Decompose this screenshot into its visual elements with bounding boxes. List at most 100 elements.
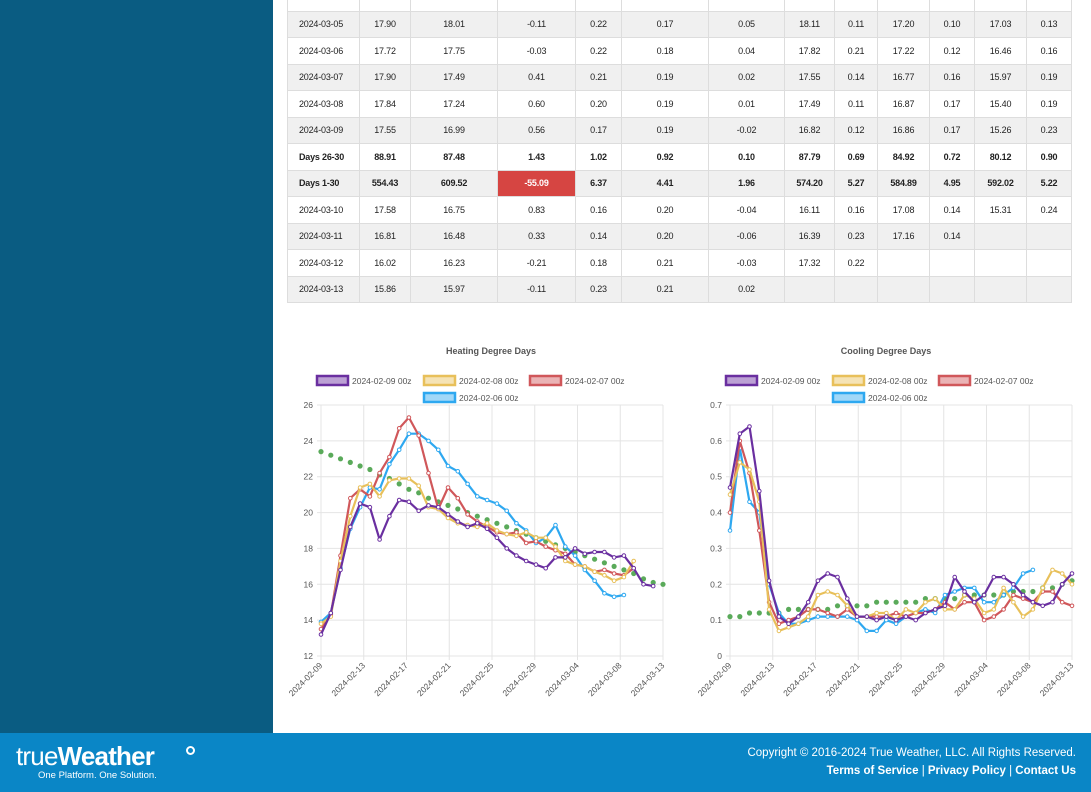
table-row: 2024-03-06 17.72 17.75 -0.03 0.22 0.18 0.04 17.… <box>287 37 1072 65</box>
data-point <box>455 495 461 501</box>
data-point <box>445 463 451 469</box>
value-cell: 17.03 <box>974 10 1027 38</box>
data-point <box>367 481 373 487</box>
data-point <box>436 447 441 453</box>
row-label-cell: 2024-03-12 <box>287 249 360 277</box>
value-cell: 0.05 <box>708 10 785 38</box>
y-tick-label: 22 <box>304 472 314 482</box>
data-point <box>854 614 860 619</box>
data-point <box>650 579 656 586</box>
x-tick-label: 2024-03-08 <box>995 660 1033 698</box>
value-cell: 17.08 <box>877 196 930 224</box>
row-label-cell: 2024-03-11 <box>287 222 360 250</box>
value-cell: 17.49 <box>784 90 835 118</box>
value-cell: 16.48 <box>410 222 498 250</box>
data-point <box>338 567 343 573</box>
trueweather-logo[interactable]: trueWeather One Platform. One Solution. <box>16 741 216 787</box>
copyright-text: Copyright © 2016-2024 True Weather, LLC.… <box>747 747 1076 759</box>
data-point <box>796 621 801 627</box>
data-point <box>406 499 412 505</box>
value-cell: 0.21 <box>621 275 709 303</box>
data-point <box>854 603 860 609</box>
table-row-partial <box>287 0 1072 12</box>
value-cell: 1.02 <box>575 143 622 171</box>
data-point <box>1049 585 1056 591</box>
value-cell: 17.20 <box>877 10 930 38</box>
legend-label: 2024-02-08 00z <box>868 376 928 386</box>
data-point <box>952 596 958 602</box>
x-tick-label: 2024-02-25 <box>867 660 905 698</box>
value-cell: 0.17 <box>929 116 975 144</box>
data-point <box>406 415 412 420</box>
value-cell: 88.91 <box>359 143 411 171</box>
value-cell: 0.02 <box>708 275 785 303</box>
value-cell: 17.90 <box>359 63 411 91</box>
table-row: 2024-03-08 17.84 17.24 0.60 0.20 0.19 0.01 17.4… <box>287 90 1072 118</box>
value-cell: 17.58 <box>359 196 411 224</box>
y-tick-label: 0.7 <box>710 400 722 410</box>
data-point <box>465 524 470 530</box>
data-point <box>991 574 997 580</box>
data-point <box>805 607 811 612</box>
data-point <box>805 614 811 619</box>
value-cell: 1.96 <box>708 169 785 197</box>
data-point <box>1050 589 1055 594</box>
series-line <box>320 477 635 625</box>
data-point <box>737 431 743 436</box>
data-point <box>494 528 500 533</box>
data-point <box>377 494 382 499</box>
value-cell: 17.84 <box>359 90 411 118</box>
data-point <box>1001 574 1006 580</box>
data-point <box>883 599 889 605</box>
data-point <box>766 607 772 612</box>
data-point <box>786 606 792 612</box>
cooling-degree-days-chart: Cooling Degree Days 2024-02-09 00z 2024-02… <box>683 335 1091 730</box>
data-point <box>932 607 938 612</box>
data-point <box>337 456 344 462</box>
data-point <box>952 589 958 594</box>
value-cell: 0.04 <box>708 37 785 65</box>
data-point <box>795 606 801 612</box>
data-point <box>932 596 938 601</box>
data-point <box>952 574 958 580</box>
data-point <box>1030 607 1036 612</box>
data-point <box>621 592 627 598</box>
data-point <box>582 551 588 557</box>
terms-of-service-link[interactable]: Terms of Service <box>826 765 919 777</box>
logo-circle-icon <box>186 746 195 755</box>
hdd-chart-svg: Heating Degree Days 2024-02-09 00z 2024-02… <box>287 346 667 698</box>
data-point <box>884 614 889 619</box>
row-label-cell: 2024-03-10 <box>287 196 360 224</box>
x-tick-label: 2024-02-13 <box>329 660 367 698</box>
value-cell: 15.40 <box>974 90 1027 118</box>
legend-label: 2024-02-06 00z <box>459 393 519 403</box>
data-point <box>445 502 451 508</box>
data-point <box>962 589 967 594</box>
value-cell: 0.19 <box>1026 90 1072 118</box>
value-cell: 17.75 <box>410 37 498 65</box>
data-point <box>747 424 752 429</box>
data-point <box>396 426 402 431</box>
footer-separator: | <box>1009 765 1013 777</box>
logo-wordmark: trueWeather <box>16 741 155 772</box>
y-tick-label: 0.1 <box>710 615 722 625</box>
value-cell: 0.19 <box>1026 63 1072 91</box>
data-point <box>1069 582 1075 587</box>
data-point <box>1059 582 1065 587</box>
data-point <box>903 614 909 619</box>
value-cell: -0.04 <box>708 196 785 224</box>
value-cell: 15.26 <box>974 116 1027 144</box>
data-point <box>903 599 909 605</box>
value-cell: 0.16 <box>575 196 622 224</box>
privacy-policy-link[interactable]: Privacy Policy <box>927 765 1006 777</box>
y-tick-label: 26 <box>304 400 314 410</box>
data-point <box>786 625 791 630</box>
value-cell: 0.11 <box>834 90 878 118</box>
table-row: 2024-03-07 17.90 17.49 0.41 0.21 0.19 0.02 17.5… <box>287 63 1072 91</box>
chart-title: Cooling Degree Days <box>841 346 932 356</box>
x-tick-label: 2024-03-04 <box>543 660 581 698</box>
data-point <box>747 467 752 472</box>
data-point <box>864 628 870 634</box>
data-point <box>766 578 772 583</box>
contact-us-link[interactable]: Contact Us <box>1015 765 1076 777</box>
